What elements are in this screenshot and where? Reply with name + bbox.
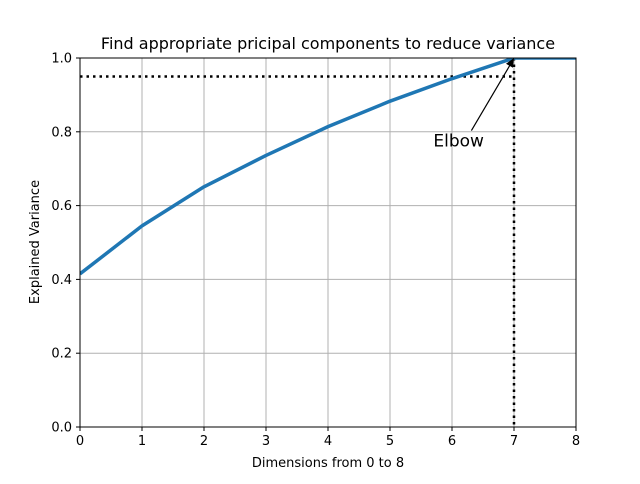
series-layer: [80, 58, 576, 276]
elbow-annotation-label: Elbow: [433, 132, 484, 152]
x-tick-label: 8: [572, 434, 580, 449]
y-tick-label: 0.6: [51, 199, 72, 214]
x-tick-label: 1: [138, 434, 146, 449]
y-tick-label: 0.4: [51, 273, 72, 288]
y-tick-label: 0.0: [51, 421, 72, 436]
reference-lines: [80, 58, 516, 427]
annotation-arrow-head: [505, 58, 514, 68]
x-tick-label: 2: [200, 434, 208, 449]
x-tick-label: 4: [324, 434, 332, 449]
y-axis-label: Explained Variance: [28, 180, 43, 304]
annotation-layer: Elbow: [433, 58, 514, 152]
x-tick-label: 5: [386, 434, 394, 449]
x-axis-label: Dimensions from 0 to 8: [252, 456, 404, 471]
y-tick-label: 0.2: [51, 347, 72, 362]
x-tick-label: 3: [262, 434, 270, 449]
x-axis-ticks: 0 1 2 3 4 5 6 7 8: [76, 427, 580, 449]
y-tick-label: 1.0: [51, 52, 72, 67]
x-tick-label: 7: [510, 434, 518, 449]
y-tick-label: 0.8: [51, 125, 72, 140]
x-tick-label: 6: [448, 434, 456, 449]
chart-title: Find appropriate pricipal components to …: [101, 34, 555, 53]
y-axis-ticks: 0.0 0.2 0.4 0.6 0.8 1.0: [51, 52, 80, 436]
x-tick-label: 0: [76, 434, 84, 449]
annotation-arrow-shaft: [470, 59, 514, 131]
explained-variance-line: [80, 58, 576, 276]
